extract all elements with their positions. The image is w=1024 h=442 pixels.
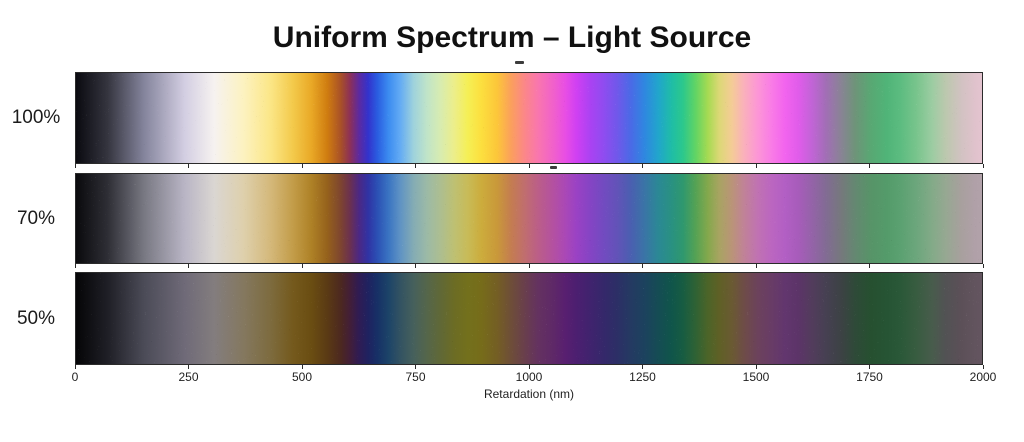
x-tick-mark [188,164,189,168]
x-tick-label: 250 [178,370,199,384]
x-tick-mark [74,164,76,168]
x-tick-mark [755,164,757,168]
x-tick-mark [415,164,416,168]
x-tick-mark [74,264,76,268]
x-tick-label: 1000 [515,370,543,384]
x-tick-mark [869,264,870,268]
spectrum-bar-50% [75,272,983,365]
x-tick-mark [755,365,757,369]
x-tick-mark [415,365,416,369]
x-tick-mark [642,164,643,168]
x-tick-mark [982,264,984,268]
x-tick-mark [528,264,530,268]
x-tick-mark [642,264,643,268]
x-axis-tick-labels: 0 250 500 750 1000 1250 1500 1750 2000 [0,370,1024,386]
row-label-70%: 70% [16,207,56,229]
row-label-50%: 50% [16,307,56,329]
x-tick-mark [528,164,530,168]
stray-dash-mark [515,61,524,64]
x-tick-label: 2000 [969,370,997,384]
x-tick-mark [982,365,984,369]
x-tick-mark [982,164,984,168]
x-tick-mark [528,365,530,369]
x-tick-mark [74,365,76,369]
x-tick-label: 750 [405,370,426,384]
x-tick-mark [869,365,870,369]
spectrum-bar-100% [75,72,983,164]
x-tick-label: 500 [291,370,313,384]
x-tick-mark [415,264,416,268]
x-tick-label: 1500 [742,370,770,384]
stray-dash-mark [550,166,557,169]
x-tick-label: 1250 [629,370,656,384]
x-tick-mark [869,164,870,168]
dither-noise-overlay [76,174,982,263]
x-tick-label: 1750 [856,370,883,384]
x-tick-label: 0 [71,370,79,384]
x-tick-mark [188,365,189,369]
row-label-100%: 100% [11,107,61,128]
x-tick-mark [642,365,643,369]
x-axis-label: Retardation (nm) [483,387,575,401]
spectrum-bar-70% [75,173,983,264]
dither-noise-overlay [76,273,982,364]
x-tick-mark [755,264,757,268]
chart-title: Uniform Spectrum – Light Source [272,21,752,54]
x-tick-mark [301,164,303,168]
dither-noise-overlay [76,73,982,163]
x-tick-mark [188,264,189,268]
x-tick-mark [301,264,303,268]
x-tick-mark [301,365,303,369]
